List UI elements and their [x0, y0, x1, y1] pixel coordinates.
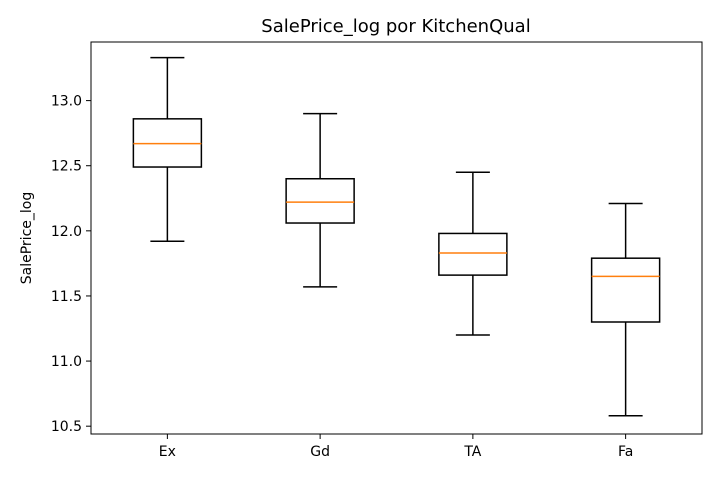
y-tick-label: 10.5 [51, 419, 82, 435]
y-axis-label: SalePrice_log [19, 192, 35, 284]
plot-frame [90, 41, 703, 435]
x-tick-label-gd: Gd [310, 444, 330, 460]
y-tick-label: 11.0 [51, 354, 82, 370]
y-tick-label: 12.5 [51, 159, 82, 175]
plot-area: Ex Gd TA Fa 10.5 11.0 11.5 12.0 12.5 13.0 [51, 41, 703, 460]
x-tick-label-ex: Ex [159, 444, 176, 460]
box-gd [285, 177, 355, 224]
y-tick-label: 13.0 [51, 94, 82, 110]
box-fa [590, 257, 661, 323]
chart-title: SalePrice_log por KitchenQual [261, 16, 530, 37]
x-tick-label-fa: Fa [618, 444, 633, 460]
y-tick-label: 12.0 [51, 224, 82, 240]
y-tick-label: 11.5 [51, 289, 82, 305]
x-tick-label-ta: TA [463, 444, 481, 460]
box-ta [438, 232, 508, 276]
